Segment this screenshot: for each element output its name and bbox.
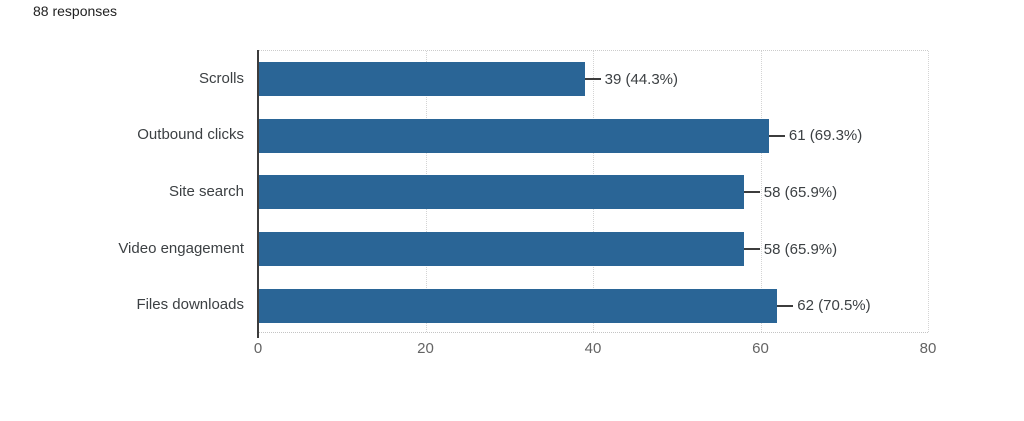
bar-value-label: 62 (70.5%): [797, 297, 871, 315]
callout-leader-line: [768, 134, 785, 137]
x-tick-label: 60: [752, 340, 769, 357]
x-tick-label: 40: [584, 340, 602, 357]
x-tick-label: 80: [919, 340, 937, 357]
vertical-gridline: [760, 51, 762, 332]
bar-value-label: 61 (69.3%): [788, 127, 863, 145]
bar-row: 39 (44.3%): [258, 51, 928, 108]
bar: [258, 288, 778, 323]
bar-value-callout: 58 (65.9%): [743, 232, 838, 266]
bar: [258, 232, 744, 267]
x-tick-label: 20: [417, 340, 434, 357]
vertical-gridline: [928, 51, 929, 332]
bar-value-label: 58 (65.9%): [763, 240, 838, 258]
category-label: Outbound clicks: [137, 126, 244, 144]
bar: [258, 175, 744, 210]
callout-leader-line: [743, 248, 760, 251]
category-label: Site search: [168, 182, 244, 200]
callout-leader-line: [584, 78, 601, 81]
category-label: Scrolls: [198, 69, 244, 87]
bar-value-callout: 61 (69.3%): [768, 119, 863, 153]
bar-value-callout: 62 (70.5%): [777, 289, 871, 323]
bar-row: 62 (70.5%): [258, 277, 928, 334]
plot-area: 39 (44.3%) 61 (69.3%) 58 (65.9%) 58 (65.9%)…: [258, 50, 929, 334]
bar-value-callout: 58 (65.9%): [743, 175, 838, 209]
callout-leader-line: [743, 191, 760, 194]
bar: [258, 118, 769, 153]
callout-leader-line: [777, 304, 794, 307]
y-axis-line: [257, 50, 259, 338]
bar: [258, 62, 585, 97]
horizontal-bar-chart: 39 (44.3%) 61 (69.3%) 58 (65.9%) 58 (65.9%)…: [118, 50, 937, 357]
category-label: Files downloads: [136, 296, 244, 314]
responses-count-label: 88 responses: [33, 3, 118, 19]
x-tick-label: 0: [253, 340, 263, 357]
bar-row: 61 (69.3%): [258, 108, 928, 165]
bar-row: 58 (65.9%): [258, 221, 928, 278]
bar-row: 58 (65.9%): [258, 164, 928, 221]
bar-value-callout: 39 (44.3%): [584, 62, 678, 96]
bar-value-label: 58 (65.9%): [763, 183, 838, 201]
category-label: Video engagement: [118, 239, 244, 257]
bar-value-label: 39 (44.3%): [604, 70, 678, 88]
